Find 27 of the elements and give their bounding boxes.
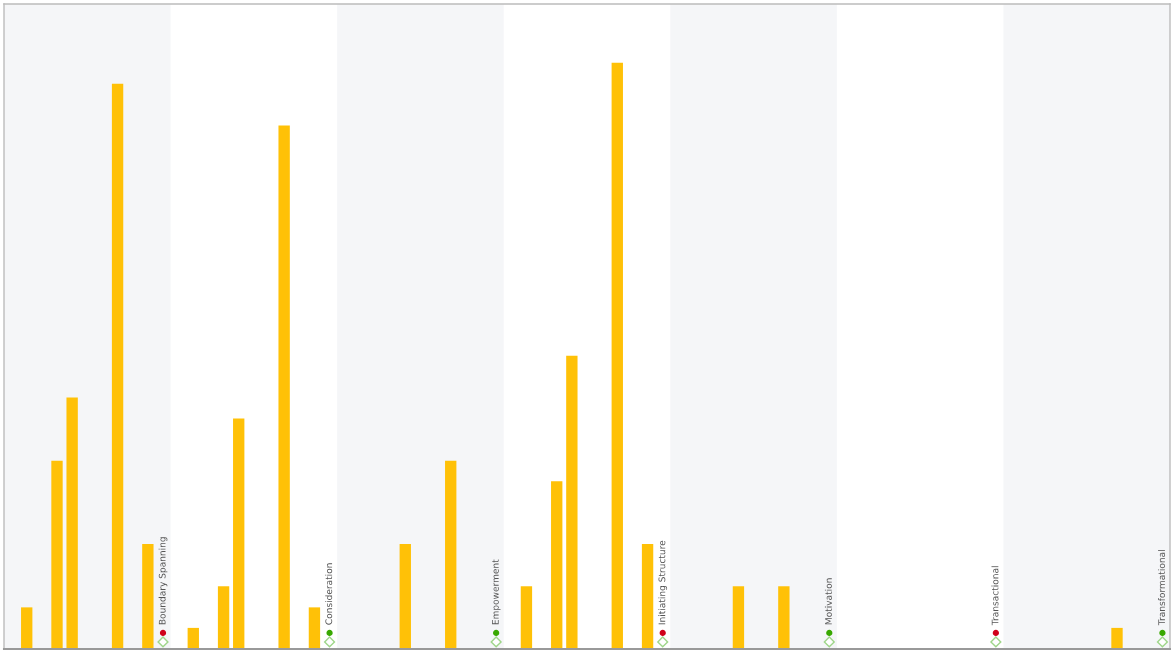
x-tick-label: Transformational bbox=[1158, 550, 1166, 626]
bar bbox=[641, 544, 654, 649]
bar bbox=[778, 586, 790, 649]
bar bbox=[445, 460, 457, 649]
bar bbox=[611, 62, 623, 649]
bar bbox=[566, 355, 578, 649]
x-tick-label: Motivation bbox=[824, 578, 832, 625]
x-tick-label: Initiating Structure bbox=[658, 540, 668, 625]
bar bbox=[732, 586, 745, 649]
bar bbox=[551, 481, 563, 649]
bar bbox=[278, 125, 290, 649]
bar bbox=[233, 418, 245, 649]
bar bbox=[217, 586, 230, 649]
bar bbox=[187, 627, 199, 649]
bar bbox=[520, 586, 533, 649]
x-tick-label: Empowerment bbox=[492, 559, 501, 625]
bar bbox=[308, 607, 321, 649]
x-tick-label: Transactional bbox=[991, 566, 999, 626]
x-tick-label: Consideration bbox=[325, 563, 333, 625]
bar bbox=[66, 397, 78, 649]
bar bbox=[111, 83, 124, 649]
x-tick-label: Boundary Spanning bbox=[158, 537, 168, 625]
bar bbox=[21, 607, 33, 649]
bar bbox=[399, 544, 411, 649]
bar bbox=[51, 460, 63, 649]
bar bbox=[142, 544, 154, 649]
bar bbox=[1111, 627, 1123, 649]
